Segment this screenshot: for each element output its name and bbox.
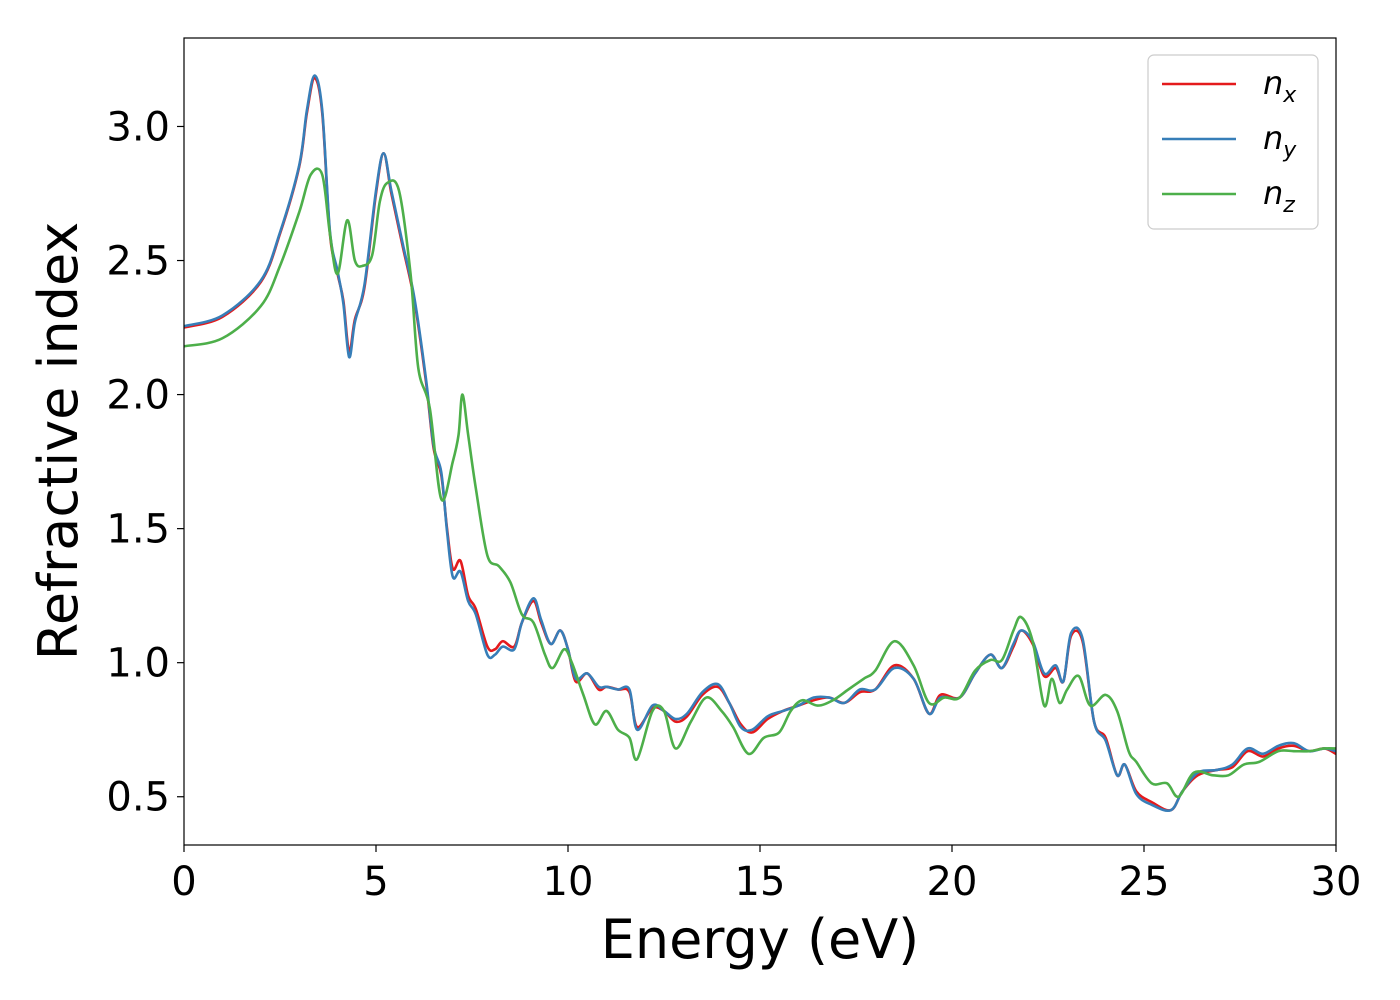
legend: nx ny nz [1147, 54, 1319, 230]
y-tick-label: 3.0 [106, 104, 170, 150]
legend-label-ny: ny [1263, 119, 1297, 163]
x-tick-label: 0 [171, 859, 196, 905]
x-tick-label: 20 [927, 859, 978, 905]
y-tick-label: 2.0 [106, 373, 170, 419]
legend-label-nx: nx [1263, 64, 1297, 108]
y-tick-label: 0.5 [106, 775, 170, 821]
x-tick-label: 30 [1311, 859, 1362, 905]
x-tick-label: 10 [543, 859, 594, 905]
y-axis: 0.5 1.0 1.5 2.0 2.5 3.0 [106, 104, 184, 821]
y-axis-label: Refractive index [27, 222, 90, 661]
legend-label-nz: nz [1263, 174, 1295, 218]
x-tick-label: 25 [1119, 859, 1170, 905]
x-tick-label: 5 [363, 859, 388, 905]
series-line-nz [184, 167, 1336, 799]
y-tick-label: 2.5 [106, 239, 170, 285]
x-axis: 0 5 10 15 20 25 30 [171, 845, 1361, 905]
x-tick-label: 15 [735, 859, 786, 905]
series-line-ny [184, 74, 1336, 812]
y-tick-label: 1.5 [106, 507, 170, 553]
legend-frame [1147, 54, 1319, 230]
x-axis-label: Energy (eV) [601, 908, 920, 971]
series-layer [184, 74, 1336, 812]
y-tick-label: 1.0 [106, 641, 170, 687]
